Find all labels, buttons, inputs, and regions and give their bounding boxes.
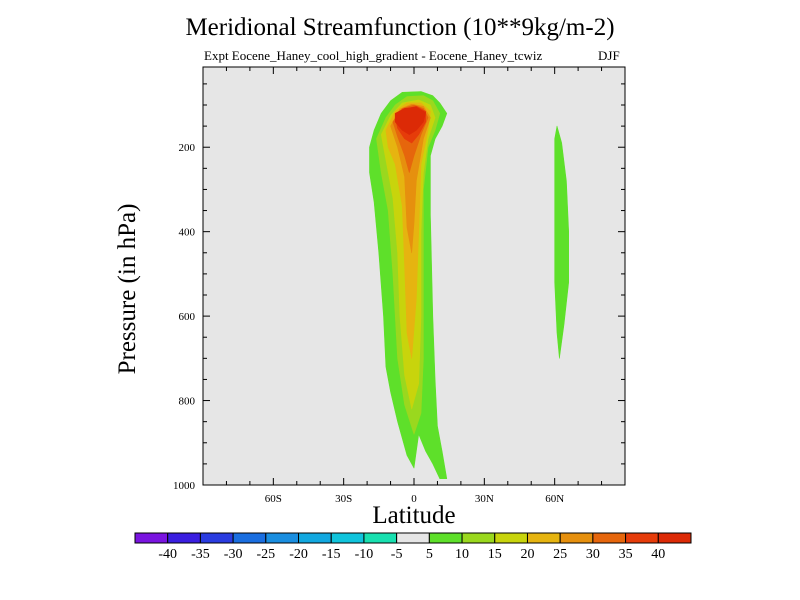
colorbar-label: 40 bbox=[651, 547, 665, 562]
y-tick-label: 200 bbox=[179, 142, 196, 154]
colorbar-swatch bbox=[134, 532, 169, 544]
colorbar-swatch bbox=[494, 532, 528, 544]
colorbar-swatch bbox=[363, 532, 398, 544]
tick-labels: 60S 30S 0 30N 60N 200 400 600 800 1000 bbox=[173, 142, 564, 505]
x-tick-label: 30N bbox=[475, 493, 494, 505]
season-label: DJF bbox=[598, 48, 620, 63]
y-tick-label: 400 bbox=[179, 227, 196, 239]
colorbar-label: -10 bbox=[355, 547, 374, 562]
colorbar-label: 25 bbox=[553, 547, 567, 562]
colorbar-swatch bbox=[199, 532, 234, 544]
y-tick-label: 1000 bbox=[173, 480, 196, 492]
colorbar-swatch bbox=[592, 532, 627, 544]
colorbar-swatch bbox=[167, 532, 201, 544]
contour-layer bbox=[369, 91, 570, 480]
colorbar-label: -20 bbox=[289, 547, 308, 562]
colorbar-label: -40 bbox=[158, 547, 177, 562]
colorbar-label: 35 bbox=[619, 547, 633, 562]
colorbar-swatch bbox=[461, 532, 496, 544]
colorbar-label: -15 bbox=[322, 547, 341, 562]
colorbar-label: 15 bbox=[488, 547, 502, 562]
colorbar-label: -25 bbox=[256, 547, 275, 562]
chart-subtitle: Expt Eocene_Haney_cool_high_gradient - E… bbox=[204, 48, 543, 63]
colorbar-label: -30 bbox=[224, 547, 243, 562]
x-tick-label: 30S bbox=[335, 493, 352, 505]
plot-frame bbox=[202, 66, 626, 486]
colorbar-swatch bbox=[330, 532, 365, 544]
colorbar-swatch bbox=[298, 532, 332, 544]
colorbar-swatch bbox=[232, 532, 267, 544]
colorbar-label: -35 bbox=[191, 547, 210, 562]
x-axis-label: Latitude bbox=[372, 502, 456, 529]
colorbar-swatch bbox=[559, 532, 594, 544]
colorbar-swatch bbox=[657, 532, 692, 544]
colorbar-label: 10 bbox=[455, 547, 469, 562]
y-tick-label: 600 bbox=[179, 311, 196, 323]
contour-region-8 bbox=[554, 125, 570, 359]
x-tick-label: 60S bbox=[265, 493, 282, 505]
x-tick-label: 0 bbox=[411, 493, 417, 505]
y-tick-label: 800 bbox=[179, 396, 196, 408]
colorbar: -40 -35 -30 -25 -20 -15 -10 -5 5 10 15 20 25 30 35 40 bbox=[134, 532, 692, 562]
colorbar-swatch bbox=[265, 532, 300, 544]
colorbar-swatch bbox=[526, 532, 561, 544]
colorbar-swatch bbox=[625, 532, 659, 544]
colorbar-label: -5 bbox=[391, 547, 403, 562]
colorbar-label: 5 bbox=[426, 547, 433, 562]
contour-region-7 bbox=[394, 106, 427, 135]
colorbar-label: 30 bbox=[586, 547, 600, 562]
colorbar-swatch bbox=[396, 532, 430, 544]
colorbar-label: 20 bbox=[520, 547, 534, 562]
chart-title: Meridional Streamfunction (10**9kg/m-2) bbox=[185, 14, 615, 41]
x-tick-label: 60N bbox=[545, 493, 564, 505]
colorbar-swatch bbox=[428, 532, 463, 544]
